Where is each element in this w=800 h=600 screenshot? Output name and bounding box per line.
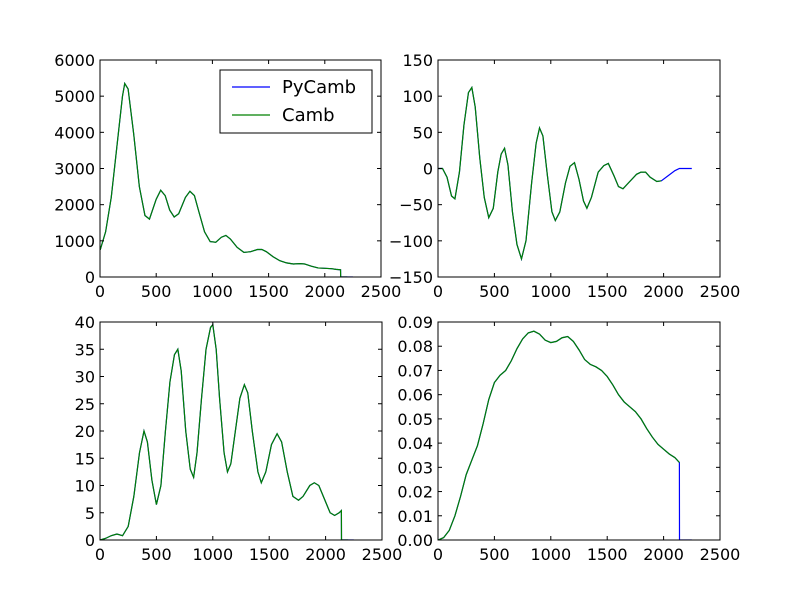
- y-tick-label: 0.01: [397, 507, 433, 526]
- y-tick-label: 0.03: [397, 458, 433, 477]
- x-tick-label: 500: [479, 282, 510, 301]
- y-tick-label: 0: [85, 531, 95, 550]
- subplot-3: 0 500 1000 1500 2000 2500 0 5 10 15 20 25 30 35 40: [75, 313, 403, 564]
- y-tick-label: 0.06: [397, 386, 433, 405]
- x-tick-label: 1000: [530, 545, 571, 564]
- subplot-1: 0 500 1000 1500 2000 2500 0 1000 2000 3000 4000 500…: [54, 51, 401, 301]
- y-tick-label: 1000: [54, 232, 95, 251]
- x-tick-label: 2000: [643, 282, 684, 301]
- x-tick-label: 2000: [305, 545, 346, 564]
- x-tick-label: 500: [141, 545, 172, 564]
- x-tick-label: 0: [95, 282, 105, 301]
- series-line-camb: [100, 323, 349, 540]
- y-tick-label: 4000: [54, 123, 95, 142]
- x-tick-label: 1500: [587, 282, 628, 301]
- subplot-2: 0 500 1000 1500 2000 2500 −150 −100 −50 0 50 100 150: [389, 51, 740, 301]
- x-tick-label: 0: [95, 545, 105, 564]
- y-tick-label: 10: [75, 477, 95, 496]
- y-tick-label: 20: [75, 422, 95, 441]
- x-tick-label: 1000: [530, 282, 571, 301]
- x-tick-label: 0: [433, 282, 443, 301]
- x-tick-label: 0: [433, 545, 443, 564]
- series-line-camb: [438, 85, 662, 262]
- x-tick-label: 1500: [249, 545, 290, 564]
- y-tick-label: 0: [423, 160, 433, 179]
- y-tick-label: 2000: [54, 196, 95, 215]
- y-tick-label: 150: [402, 51, 433, 70]
- axes-frame: [437, 321, 721, 541]
- subplot-4: 0 500 1000 1500 2000 2500 0.00 0.01 0.02 0.03 0.04…: [397, 313, 740, 564]
- y-tick-label: 0: [85, 268, 95, 287]
- y-tick-label: 0.09: [397, 313, 433, 332]
- y-tick-label: −150: [389, 268, 433, 287]
- y-tick-label: 40: [75, 313, 95, 332]
- y-tick-label: 0.02: [397, 483, 433, 502]
- x-tick-label: 2000: [304, 282, 345, 301]
- x-tick-label: 2500: [700, 282, 741, 301]
- x-tick-label: 2500: [362, 545, 403, 564]
- x-tick-label: 1500: [587, 545, 628, 564]
- legend: PyCamb Camb: [219, 69, 373, 134]
- y-tick-label: 35: [75, 340, 95, 359]
- y-tick-label: 3000: [54, 160, 95, 179]
- x-tick-label: 2000: [643, 545, 684, 564]
- x-tick-label: 500: [141, 282, 172, 301]
- x-tick-label: 500: [479, 545, 510, 564]
- legend-label-pycamb: PyCamb: [282, 77, 356, 98]
- x-tick-label: 1000: [192, 282, 233, 301]
- x-tick-label: 1000: [192, 545, 233, 564]
- y-tick-label: 6000: [54, 51, 95, 70]
- y-tick-label: 0.08: [397, 337, 433, 356]
- y-tick-label: 30: [75, 368, 95, 387]
- y-tick-label: −50: [399, 196, 433, 215]
- x-tick-label: 1500: [248, 282, 289, 301]
- y-tick-label: 0.07: [397, 361, 433, 380]
- legend-label-camb: Camb: [282, 105, 335, 126]
- x-tick-label: 2500: [361, 282, 402, 301]
- y-tick-label: 5: [85, 504, 95, 523]
- y-tick-label: 100: [402, 87, 433, 106]
- y-tick-label: 25: [75, 395, 95, 414]
- y-tick-label: 0.05: [397, 410, 433, 429]
- y-tick-label: 15: [75, 449, 95, 468]
- series-line-camb: [100, 81, 348, 277]
- legend-box: [219, 69, 373, 134]
- y-tick-label: −100: [389, 232, 433, 251]
- x-tick-label: 2500: [700, 545, 741, 564]
- y-tick-label: 0.04: [397, 434, 433, 453]
- series-line-camb: [438, 330, 680, 540]
- y-tick-label: 5000: [54, 87, 95, 106]
- y-tick-label: 50: [413, 123, 433, 142]
- y-tick-label: 0.00: [397, 531, 433, 550]
